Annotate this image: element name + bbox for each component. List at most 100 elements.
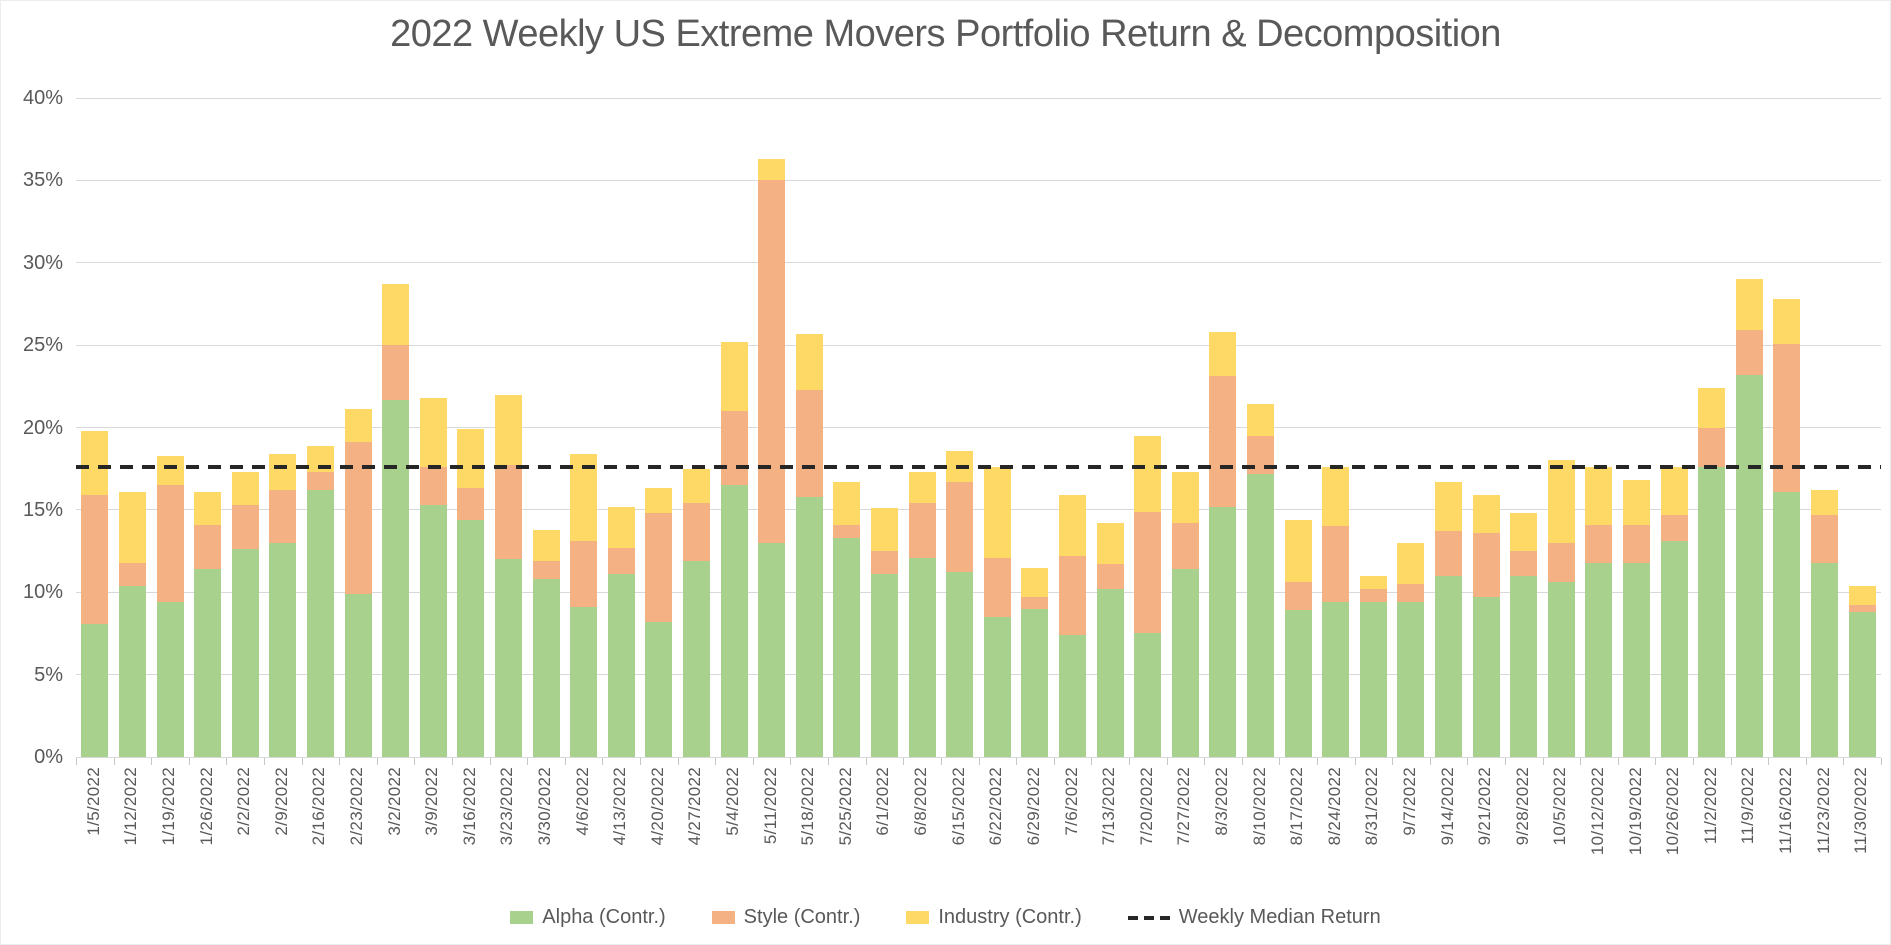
legend: Alpha (Contr.) Style (Contr.) Industry (Co… [1, 906, 1890, 929]
x-tick [602, 758, 604, 765]
x-label-5/25/2022: 5/25/2022 [835, 767, 855, 846]
segment-style-7/13/2022 [1096, 564, 1124, 589]
bar-11/23/2022 [1811, 490, 1839, 757]
x-label-2/23/2022: 2/23/2022 [347, 767, 367, 846]
x-label-1/5/2022: 1/5/2022 [83, 767, 103, 836]
segment-alpha-1/19/2022 [156, 602, 184, 757]
x-label-11/30/2022: 11/30/2022 [1851, 767, 1871, 854]
x-label-3/9/2022: 3/9/2022 [422, 767, 442, 836]
bar-6/1/2022 [870, 508, 898, 757]
bar-11/2/2022 [1698, 387, 1726, 757]
x-tick [677, 758, 679, 765]
segment-alpha-2/2/2022 [231, 549, 259, 757]
x-label-1/19/2022: 1/19/2022 [159, 767, 178, 846]
gridline-40 [76, 97, 1881, 99]
x-label-2/16/2022: 2/16/2022 [309, 767, 329, 846]
bar-5/18/2022 [795, 333, 823, 757]
segment-alpha-7/13/2022 [1096, 588, 1124, 757]
x-label-8/17/2022: 8/17/2022 [1287, 767, 1307, 846]
legend-label: Weekly Median Return [1178, 906, 1381, 928]
legend-item-industry-contr: Industry (Contr.) [906, 906, 1082, 929]
segment-style-2/16/2022 [306, 472, 334, 491]
segment-style-6/22/2022 [983, 557, 1011, 617]
segment-industry-10/19/2022 [1623, 480, 1651, 525]
x-tick [151, 758, 153, 765]
segment-industry-9/21/2022 [1472, 495, 1500, 533]
bar-5/25/2022 [833, 481, 861, 757]
segment-style-3/9/2022 [419, 467, 447, 505]
x-label-6/15/2022: 6/15/2022 [948, 767, 968, 846]
x-tick [1580, 758, 1582, 765]
legend-label: Industry (Contr.) [938, 906, 1082, 928]
segment-alpha-5/25/2022 [833, 537, 861, 757]
x-label-7/13/2022: 7/13/2022 [1099, 767, 1119, 846]
segment-style-10/19/2022 [1623, 524, 1651, 563]
bar-7/20/2022 [1134, 435, 1162, 757]
segment-alpha-6/1/2022 [870, 574, 898, 757]
x-label-8/3/2022: 8/3/2022 [1211, 767, 1231, 836]
segment-industry-3/16/2022 [457, 429, 485, 489]
segment-style-11/9/2022 [1735, 330, 1763, 375]
bar-7/6/2022 [1059, 495, 1086, 757]
bar-6/15/2022 [946, 450, 974, 757]
x-tick [301, 758, 303, 765]
x-label-10/19/2022: 10/19/2022 [1625, 767, 1645, 856]
x-label-5/18/2022: 5/18/2022 [798, 767, 818, 846]
segment-style-5/4/2022 [720, 411, 748, 486]
x-tick [1843, 758, 1845, 765]
segment-industry-11/30/2022 [1848, 585, 1876, 606]
segment-industry-5/18/2022 [795, 333, 823, 390]
x-label-6/1/2022: 6/1/2022 [873, 767, 893, 836]
x-label-6/8/2022: 6/8/2022 [911, 767, 931, 836]
segment-style-4/20/2022 [645, 513, 673, 622]
segment-alpha-11/9/2022 [1735, 374, 1763, 757]
y-tick-label-30: 30% [22, 251, 63, 274]
gridline-20 [76, 427, 1881, 428]
segment-alpha-1/5/2022 [81, 623, 109, 757]
bar-7/13/2022 [1096, 523, 1124, 757]
segment-alpha-7/20/2022 [1134, 633, 1162, 757]
bar-2/9/2022 [269, 453, 297, 757]
segment-style-1/5/2022 [81, 495, 109, 624]
x-label-10/5/2022: 10/5/2022 [1550, 767, 1570, 846]
segment-style-3/23/2022 [494, 465, 522, 560]
segment-industry-3/9/2022 [419, 397, 447, 468]
x-tick [1429, 758, 1431, 765]
segment-style-6/1/2022 [870, 551, 898, 575]
segment-alpha-2/16/2022 [306, 490, 334, 757]
segment-alpha-10/26/2022 [1660, 541, 1688, 757]
gridline-0 [76, 756, 1881, 758]
bar-9/21/2022 [1472, 495, 1500, 757]
bar-3/16/2022 [457, 429, 485, 757]
x-tick [1881, 758, 1882, 765]
x-tick [715, 758, 717, 765]
segment-alpha-3/16/2022 [457, 519, 485, 757]
y-tick-label-20: 20% [22, 416, 63, 439]
segment-alpha-9/28/2022 [1510, 575, 1538, 757]
bar-6/8/2022 [908, 472, 936, 757]
segment-style-6/8/2022 [908, 503, 936, 558]
legend-label: Alpha (Contr.) [542, 906, 666, 928]
x-tick [640, 758, 642, 765]
x-tick [1241, 758, 1243, 765]
segment-style-6/15/2022 [946, 481, 974, 573]
segment-industry-8/24/2022 [1322, 467, 1350, 527]
x-tick [564, 758, 566, 765]
segment-alpha-8/10/2022 [1247, 473, 1275, 757]
segment-alpha-7/6/2022 [1059, 635, 1086, 757]
segment-industry-9/14/2022 [1435, 481, 1463, 532]
bar-8/3/2022 [1209, 331, 1237, 757]
bar-10/5/2022 [1547, 460, 1575, 757]
x-tick [752, 758, 754, 765]
x-label-5/4/2022: 5/4/2022 [723, 767, 743, 836]
x-tick [1730, 758, 1732, 765]
x-label-4/20/2022: 4/20/2022 [647, 767, 667, 846]
x-tick [1617, 758, 1619, 765]
segment-industry-6/29/2022 [1021, 567, 1049, 598]
segment-style-11/2/2022 [1698, 427, 1726, 468]
chart-title: 2022 Weekly US Extreme Movers Portfolio … [390, 13, 1501, 55]
segment-style-7/6/2022 [1059, 556, 1086, 636]
segment-industry-6/22/2022 [983, 467, 1011, 558]
segment-style-8/17/2022 [1284, 582, 1312, 611]
gridline-35 [76, 179, 1881, 181]
